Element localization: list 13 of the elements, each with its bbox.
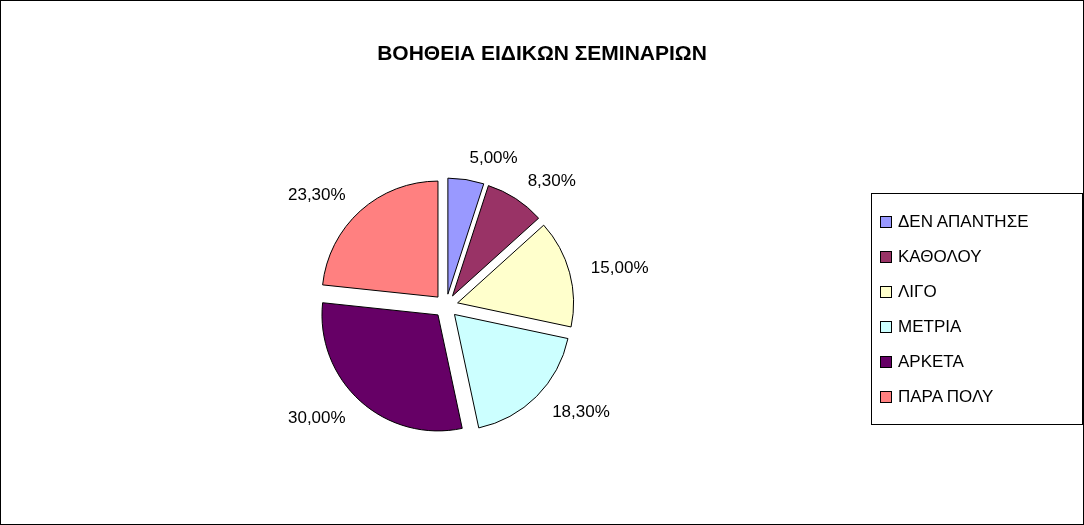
data-label: 5,00% <box>469 148 518 168</box>
legend-label: ΚΑΘΟΛΟΥ <box>898 246 982 267</box>
data-label: 8,30% <box>527 170 576 190</box>
data-label: 23,30% <box>287 185 346 204</box>
legend-label: ΛΙΓΟ <box>898 281 937 302</box>
legend-label: ΜΕΤΡΙΑ <box>898 316 962 337</box>
legend-label: ΠΑΡΑ ΠΟΛΥ <box>898 386 994 407</box>
data-label: 18,30% <box>552 402 610 422</box>
legend-label: ΔΕΝ ΑΠΑΝΤΗΣΕ <box>898 211 1029 232</box>
data-label: 15,00% <box>590 257 649 277</box>
chart-title: ΒΟΗΘΕΙΑ ΕΙΔΙΚΩΝ ΣΕΜΙΝΑΡΙΩΝ <box>376 41 708 65</box>
legend-label: ΑΡΚΕΤΑ <box>898 351 964 372</box>
data-label: 30,00% <box>287 408 346 427</box>
